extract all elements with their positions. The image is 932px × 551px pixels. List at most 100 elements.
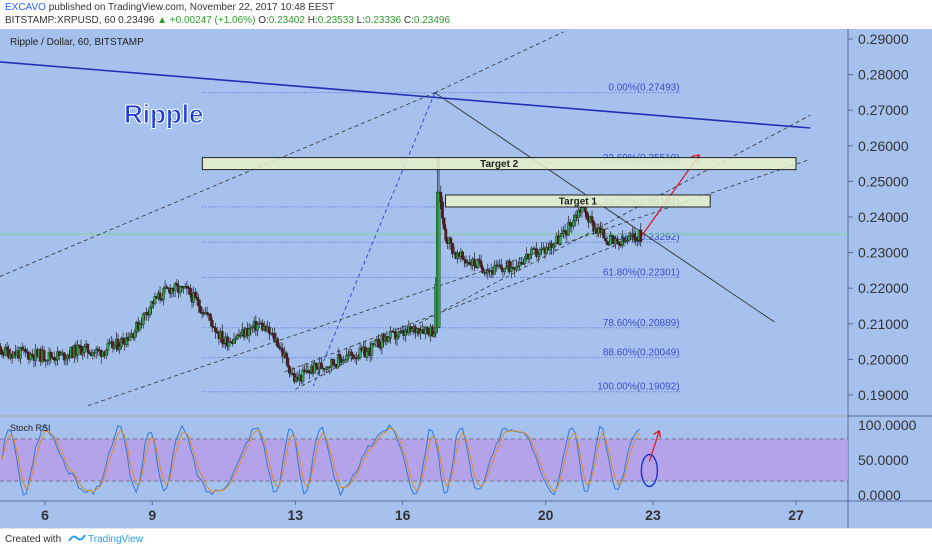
candle-body	[239, 335, 243, 337]
channel-upper-1	[0, 92, 435, 277]
rsi-circle-annotation	[640, 453, 659, 488]
candle-body	[365, 351, 369, 358]
candle-body	[464, 260, 468, 264]
candle-body	[449, 237, 453, 244]
candle-body	[64, 358, 68, 361]
tradingview-logo-icon	[68, 534, 86, 542]
candle-body	[331, 358, 335, 365]
candle-body	[632, 233, 636, 238]
candle-body	[577, 209, 580, 218]
candle-body	[286, 357, 290, 367]
candle-body	[81, 352, 85, 355]
candle-body	[165, 286, 169, 289]
target-label: Target 1	[559, 196, 598, 207]
created-with-text: Created with	[5, 534, 62, 545]
candle-body	[209, 314, 212, 321]
candle-body	[267, 326, 271, 334]
target-box	[445, 194, 711, 208]
candle-body	[625, 239, 629, 242]
candle-body	[397, 331, 401, 338]
time-axis-area	[0, 501, 848, 528]
candle-body	[229, 341, 233, 343]
candle-body	[198, 306, 202, 313]
candle-body	[511, 267, 515, 269]
candle-body	[551, 245, 555, 249]
close-prefix: C:	[403, 15, 414, 26]
candle-body	[523, 257, 527, 264]
candle-body	[345, 355, 349, 361]
candle-body	[306, 370, 310, 373]
candle-body	[141, 313, 145, 325]
candle-body	[508, 260, 512, 272]
candle-body	[94, 348, 98, 353]
candle-body	[175, 283, 179, 286]
brand-link[interactable]: TradingView	[88, 534, 144, 545]
price-tick-label: 0.19000	[858, 387, 909, 403]
candle-body	[370, 343, 374, 356]
candle-body	[24, 349, 27, 353]
candle-body	[518, 262, 522, 267]
candle-body	[509, 267, 513, 272]
candle-body	[328, 366, 332, 369]
candle-body	[387, 336, 391, 342]
target-label: Target 2	[480, 159, 519, 170]
candle-body	[249, 327, 253, 330]
candle-body	[128, 336, 132, 341]
candle-body	[29, 353, 33, 360]
candle-body	[528, 254, 532, 259]
candle-body	[185, 286, 189, 288]
candle-body	[605, 240, 609, 245]
symbol-line: BITSTAMP:XRPUSD, 60 0.23496 ▲ +0.00247 (…	[5, 15, 450, 26]
low-prefix: L:	[356, 15, 365, 26]
chart-header: EXCAVO published on TradingView.com, Nov…	[0, 0, 932, 29]
candle-body	[343, 359, 347, 362]
candle-body	[388, 331, 392, 338]
candle-body	[86, 343, 90, 353]
rsi-tick-label: 50.0000	[858, 452, 909, 468]
candle-body	[535, 248, 538, 257]
candle-body	[580, 207, 584, 213]
candle-body	[538, 249, 542, 255]
candle-body	[346, 354, 350, 356]
targets-group: Target 2 Target 1	[201, 154, 797, 236]
candle-body	[178, 286, 182, 293]
rsi-arrowhead	[653, 430, 661, 438]
candle-body	[567, 221, 570, 236]
price-tick-label: 0.29000	[858, 31, 909, 47]
author-link[interactable]: EXCAVO	[5, 2, 46, 13]
candle-body	[4, 346, 7, 356]
candle-body	[46, 359, 49, 362]
price-tick-label: 0.26000	[858, 138, 909, 154]
price-chart[interactable]: 0.00%(0.27493)23.60%(0.25510)38.20%(0.24…	[0, 29, 932, 528]
time-tick-label: 16	[395, 507, 411, 523]
fib-level-label: 100.00%(0.19092)	[597, 382, 679, 393]
candle-body	[467, 261, 471, 265]
rsi-d-line	[1, 427, 640, 494]
candle-body	[284, 352, 288, 359]
time-tick-label: 23	[645, 507, 661, 523]
candle-body	[77, 344, 81, 347]
fib-anchor-line	[312, 92, 436, 387]
candle-body	[150, 301, 154, 309]
candle-body	[472, 258, 476, 266]
candle-body	[622, 237, 626, 243]
candle-body	[481, 267, 485, 273]
candle-body	[439, 191, 443, 203]
time-tick-label: 13	[288, 507, 304, 523]
candle-body	[83, 346, 86, 353]
candle-body	[125, 337, 128, 345]
publish-text: published on TradingView.com, November 2…	[45, 2, 335, 13]
candle-body	[568, 221, 572, 226]
price-axis-area	[848, 29, 932, 528]
candle-body	[277, 346, 281, 349]
candle-body	[158, 292, 162, 300]
candle-body	[341, 360, 345, 363]
price-tick-label: 0.21000	[858, 316, 909, 332]
candle-body	[514, 266, 518, 271]
candle-body	[279, 347, 283, 350]
candle-body	[504, 266, 508, 269]
candle-body	[634, 236, 638, 242]
candle-body	[220, 331, 224, 344]
candle-body	[138, 323, 142, 330]
candle-body	[25, 351, 29, 354]
